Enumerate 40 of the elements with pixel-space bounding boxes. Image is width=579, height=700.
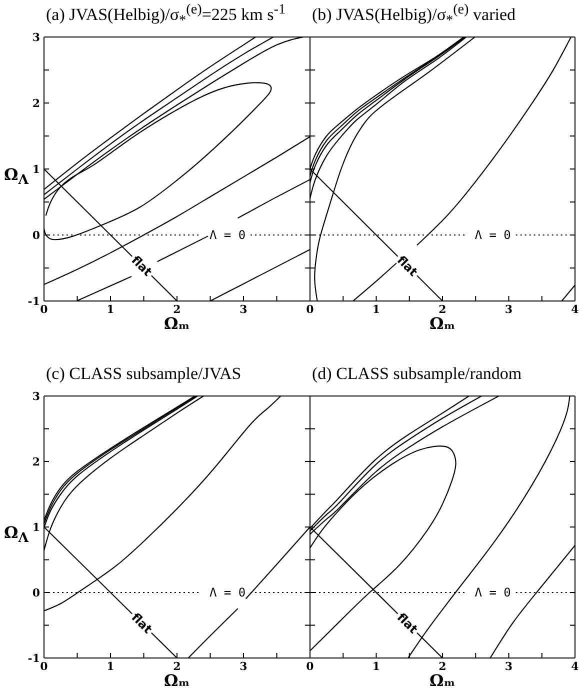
x-tick-label: 3 [504,302,513,316]
y-tick-label: 0 [32,586,40,600]
x-tick-label: 2 [173,302,181,316]
y-tick-label: 3 [32,390,40,403]
chart-title: (d) CLASS subsample/random [312,364,522,383]
x-tick-label: 0 [306,302,314,316]
y-tick-label: 0 [32,228,40,242]
x-tick-label: 2 [438,302,446,316]
x-tick-label: 4 [571,660,579,673]
x-tick-label: 1 [372,660,380,673]
ref-line-label: Λ = 0 [209,228,246,242]
y-tick-label: 3 [32,30,40,44]
x-tick-label: 2 [438,660,446,673]
chart-title: (a) JVAS(Helbig)/σ$_{*}$$^{(e)}$=225 km s$^{-1}$ [46,1,286,28]
x-tick-label: 4 [571,302,579,316]
x-tick-label: 0 [306,660,314,673]
x-tick-label: 1 [106,302,114,316]
x-tick-label: 2 [173,660,181,673]
x-tick-label: 1 [106,660,114,673]
chart-title: (b) JVAS(Helbig)/σ$_{*}$$^{(e)}$ varied [312,1,516,28]
y-axis-title: Ω$_{Λ}$ [4,523,29,546]
x-axis-title: Ωₘ [428,314,456,334]
y-tick-label: 1 [32,162,40,176]
y-axis-title: Ω$_{Λ}$ [4,165,29,188]
y-tick-label: 2 [32,455,40,468]
x-axis-title: Ωₘ [428,671,456,691]
x-axis-title: Ωₘ [163,314,191,334]
x-tick-label: 3 [504,660,513,673]
ref-line-label: Λ = 0 [209,586,246,600]
ref-line-label: Λ = 0 [474,228,511,242]
x-tick-label: 1 [372,302,380,316]
y-tick-label: 1 [32,520,40,534]
ref-line-label: Λ = 0 [474,586,511,600]
chart-title: (c) CLASS subsample/JVAS [46,364,242,383]
x-axis-title: Ωₘ [163,671,191,691]
y-tick-label: 2 [32,96,40,110]
x-tick-label: 3 [240,302,248,316]
x-tick-label: 3 [240,660,248,673]
y-tick-label: -1 [28,294,40,308]
y-tick-label: -1 [28,652,40,665]
